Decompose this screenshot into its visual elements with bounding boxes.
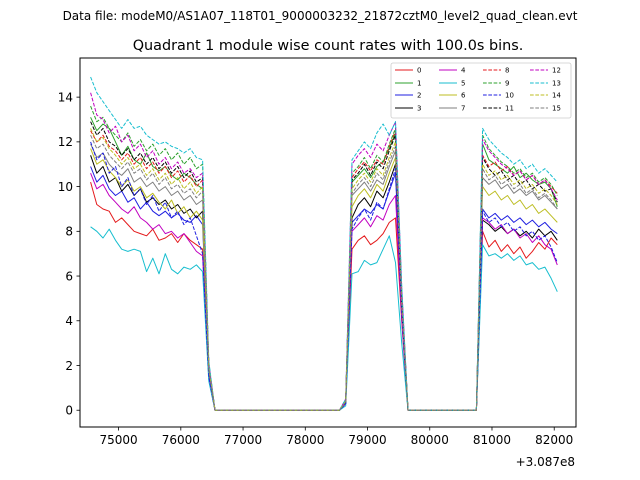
- figure-suptitle: Data file: modeM0/AS1A07_118T01_90000032…: [63, 9, 578, 23]
- legend-frame: [390, 62, 572, 119]
- legend-label-1: 1: [417, 80, 421, 88]
- legend-label-0: 0: [417, 67, 421, 75]
- legend-label-15: 15: [552, 105, 561, 113]
- y-tick-label: 12: [58, 135, 73, 149]
- x-tick-label: 77000: [224, 433, 262, 447]
- legend-label-6: 6: [461, 92, 466, 100]
- legend-label-9: 9: [505, 80, 509, 88]
- legend-label-2: 2: [417, 92, 421, 100]
- series-line-15: [90, 134, 558, 411]
- x-tick-label: 76000: [162, 433, 200, 447]
- y-tick-label: 10: [58, 180, 73, 194]
- legend-label-11: 11: [505, 105, 514, 113]
- legend-label-3: 3: [417, 105, 421, 113]
- series-lines: [90, 76, 558, 411]
- legend-label-7: 7: [461, 105, 465, 113]
- y-tick-label: 2: [65, 359, 73, 373]
- x-tick-label: 75000: [99, 433, 137, 447]
- legend-label-8: 8: [505, 67, 509, 75]
- x-tick-label: 82000: [535, 433, 573, 447]
- x-tick-label: 78000: [286, 433, 324, 447]
- x-offset-label: +3.087e8: [516, 455, 575, 469]
- y-tick-label: 4: [65, 314, 73, 328]
- y-tick-label: 8: [65, 225, 73, 239]
- legend-label-10: 10: [505, 92, 514, 100]
- legend-label-12: 12: [552, 67, 561, 75]
- legend-label-4: 4: [461, 67, 466, 75]
- x-tick-label: 80000: [411, 433, 449, 447]
- y-tick-label: 14: [58, 90, 73, 104]
- y-tick-label: 6: [65, 269, 73, 283]
- series-line-13: [90, 76, 558, 411]
- legend-label-5: 5: [461, 80, 465, 88]
- x-tick-label: 79000: [348, 433, 386, 447]
- plot-area: [79, 57, 577, 428]
- legend-label-13: 13: [552, 80, 561, 88]
- chart-title: Quadrant 1 module wise count rates with …: [133, 38, 524, 54]
- axes-frame: [79, 57, 577, 428]
- x-tick-label: 81000: [473, 433, 511, 447]
- y-axis: 0 2 4 6 8 10 12 14: [58, 90, 80, 418]
- y-tick-label: 0: [65, 404, 73, 418]
- x-axis: 75000 76000 77000 78000 79000 80000 81000 82000: [99, 427, 573, 447]
- legend-label-14: 14: [552, 92, 561, 100]
